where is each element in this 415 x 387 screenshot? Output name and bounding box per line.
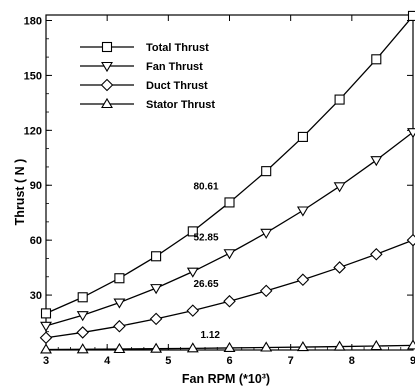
- data-point: [77, 292, 88, 303]
- data-point: [186, 267, 199, 278]
- y-tick-label: 30: [30, 290, 42, 302]
- data-point: [223, 294, 236, 308]
- value-label: 52.85: [194, 232, 219, 243]
- data-point: [40, 321, 52, 332]
- legend-item: Duct Thrust: [80, 78, 208, 92]
- series-duct-thrust: [39, 233, 415, 345]
- legend-item: Stator Thrust: [80, 97, 215, 111]
- data-point: [187, 226, 198, 237]
- data-point: [40, 343, 52, 354]
- data-point: [113, 319, 126, 333]
- x-tick-label: 9: [410, 355, 415, 367]
- data-point: [333, 340, 346, 351]
- data-point: [297, 131, 308, 142]
- series-fan-thrust: [40, 128, 415, 332]
- series-stator-thrust: [40, 339, 415, 354]
- data-point: [151, 251, 162, 262]
- data-point: [150, 284, 163, 295]
- data-point: [334, 94, 345, 105]
- legend-item: Total Thrust: [80, 41, 209, 54]
- y-tick-label: 90: [30, 180, 42, 192]
- y-tick-label: 120: [24, 125, 42, 137]
- data-point: [114, 273, 125, 284]
- x-tick-label: 6: [226, 355, 232, 367]
- data-point: [370, 339, 383, 351]
- series-total-thrust: [40, 10, 415, 319]
- value-label: 26.65: [194, 279, 219, 290]
- data-point: [39, 331, 53, 345]
- data-point: [186, 342, 199, 353]
- data-point: [407, 339, 415, 350]
- data-point: [186, 304, 200, 317]
- legend-marker: [101, 61, 113, 73]
- data-point: [406, 233, 415, 247]
- x-tick-label: 5: [165, 355, 171, 367]
- data-point: [76, 343, 89, 354]
- data-point: [261, 166, 272, 177]
- data-point: [370, 156, 383, 167]
- data-point: [296, 340, 309, 352]
- data-point: [407, 128, 415, 139]
- x-tick-label: 3: [43, 355, 49, 367]
- data-point: [333, 182, 346, 193]
- legend-item: Fan Thrust: [80, 61, 203, 73]
- x-tick-label: 7: [288, 355, 294, 367]
- data-point: [333, 261, 346, 274]
- data-point: [224, 197, 235, 208]
- data-point: [371, 54, 382, 65]
- legend-marker: [100, 78, 114, 92]
- legend-label: Total Thrust: [146, 42, 209, 54]
- y-tick-label: 150: [24, 70, 42, 82]
- x-tick-label: 8: [349, 355, 355, 367]
- data-point: [260, 228, 273, 239]
- legend-label: Duct Thrust: [146, 80, 208, 92]
- legend-marker: [101, 41, 113, 53]
- data-point: [370, 247, 383, 261]
- data-point: [149, 312, 163, 326]
- y-tick-label: 60: [30, 235, 42, 247]
- legend: Total Thrust Fan Thrust Duct Thrust Stator …: [72, 34, 240, 114]
- data-point: [113, 298, 126, 309]
- data-point: [296, 273, 310, 286]
- data-point: [113, 342, 126, 354]
- data-point: [407, 10, 415, 21]
- legend-marker: [101, 97, 113, 109]
- data-point: [260, 341, 273, 352]
- data-point: [150, 342, 163, 353]
- value-label: 80.61: [194, 181, 219, 192]
- x-axis-title: Fan RPM (*10³): [182, 372, 270, 386]
- data-point: [223, 249, 236, 260]
- legend-label: Stator Thrust: [146, 99, 215, 111]
- data-point: [223, 341, 236, 352]
- series-layer: [39, 10, 415, 354]
- data-point: [76, 326, 89, 339]
- value-label: 1.12: [201, 330, 221, 341]
- legend-label: Fan Thrust: [146, 61, 203, 73]
- annotations: 80.61 52.85 26.65 1.12: [194, 181, 221, 341]
- data-point: [259, 284, 273, 298]
- data-point: [40, 308, 52, 319]
- y-axis-title: Thrust ( N ): [13, 159, 27, 226]
- x-tick-label: 4: [104, 355, 111, 367]
- y-tick-label: 180: [24, 15, 42, 27]
- data-point: [296, 206, 309, 217]
- data-point: [76, 311, 89, 322]
